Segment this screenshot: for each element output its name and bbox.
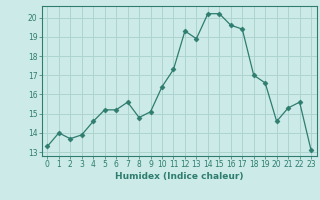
X-axis label: Humidex (Indice chaleur): Humidex (Indice chaleur) [115, 172, 244, 181]
